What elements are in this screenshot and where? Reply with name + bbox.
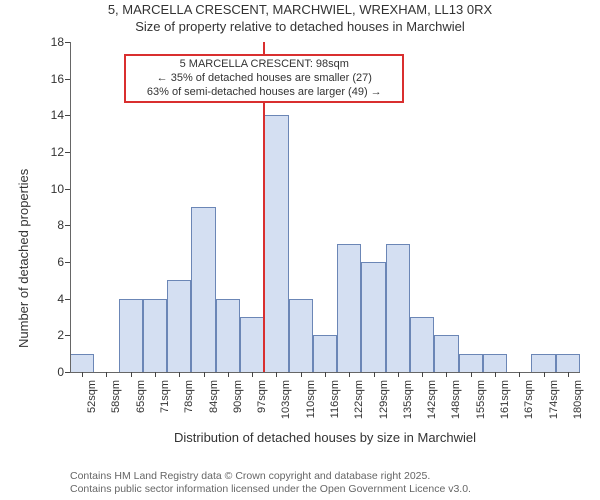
y-tick-mark [65, 189, 70, 190]
y-tick-mark [65, 115, 70, 116]
x-tick-mark [398, 372, 399, 377]
x-tick-mark [544, 372, 545, 377]
y-tick-mark [65, 262, 70, 263]
x-tick-label: 180sqm [572, 380, 584, 440]
x-tick-label: 161sqm [499, 380, 511, 440]
x-tick-label: 58sqm [110, 380, 122, 440]
x-tick-mark [204, 372, 205, 377]
x-tick-label: 174sqm [548, 380, 560, 440]
x-axis-label: Distribution of detached houses by size … [165, 430, 485, 445]
x-tick-mark [252, 372, 253, 377]
y-tick-mark [65, 225, 70, 226]
y-tick-mark [65, 79, 70, 80]
x-axis-ticks: 52sqm58sqm65sqm71sqm78sqm84sqm90sqm97sqm… [0, 0, 600, 500]
x-tick-mark [325, 372, 326, 377]
x-tick-mark [106, 372, 107, 377]
x-tick-mark [568, 372, 569, 377]
y-tick-mark [65, 299, 70, 300]
footer-line-1: Contains HM Land Registry data © Crown c… [70, 470, 471, 483]
x-tick-mark [228, 372, 229, 377]
x-tick-label: 65sqm [135, 380, 147, 440]
x-tick-mark [82, 372, 83, 377]
x-tick-mark [155, 372, 156, 377]
y-tick-mark [65, 372, 70, 373]
x-tick-mark [495, 372, 496, 377]
x-tick-mark [131, 372, 132, 377]
x-tick-mark [276, 372, 277, 377]
x-tick-mark [471, 372, 472, 377]
y-tick-mark [65, 335, 70, 336]
x-tick-mark [179, 372, 180, 377]
y-tick-mark [65, 152, 70, 153]
footer-note: Contains HM Land Registry data © Crown c… [70, 470, 471, 496]
x-tick-mark [422, 372, 423, 377]
x-tick-mark [519, 372, 520, 377]
x-tick-mark [349, 372, 350, 377]
x-tick-mark [446, 372, 447, 377]
x-tick-mark [374, 372, 375, 377]
x-tick-label: 52sqm [86, 380, 98, 440]
y-tick-mark [65, 42, 70, 43]
x-tick-label: 167sqm [523, 380, 535, 440]
footer-line-2: Contains public sector information licen… [70, 483, 471, 496]
x-tick-mark [301, 372, 302, 377]
